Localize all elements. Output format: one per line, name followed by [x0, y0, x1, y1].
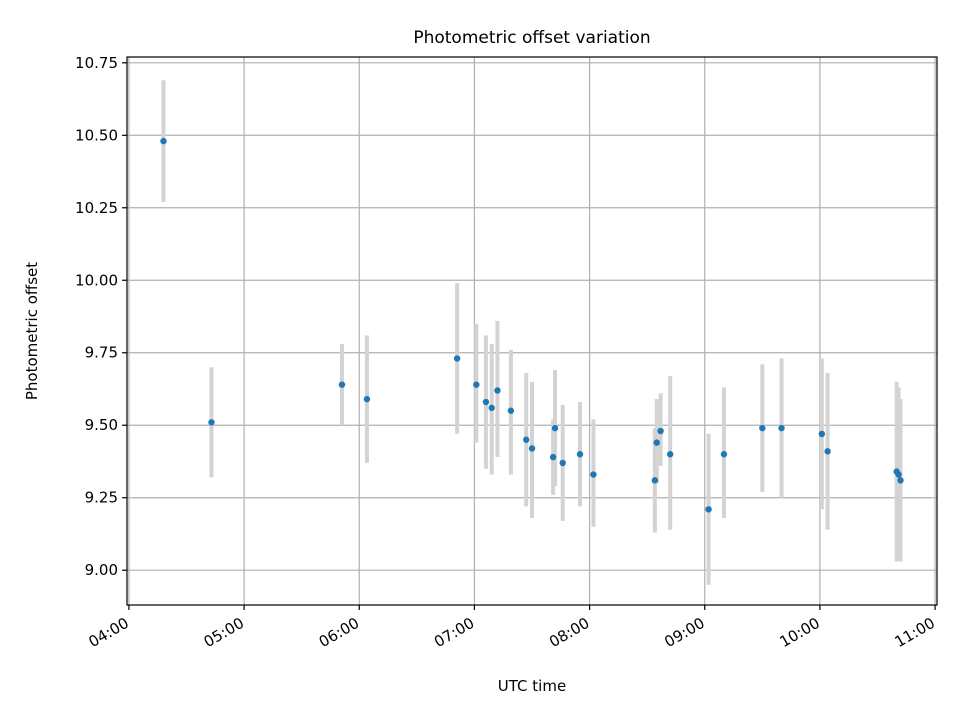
x-axis-label: UTC time	[498, 677, 566, 695]
data-points	[160, 137, 904, 513]
chart-title: Photometric offset variation	[413, 28, 650, 48]
data-point	[576, 451, 584, 458]
data-point	[523, 436, 530, 443]
data-point	[824, 448, 831, 455]
plot-area-frame	[126, 56, 938, 606]
data-point	[160, 137, 167, 145]
data-point	[488, 404, 495, 412]
y-tick-label: 9.50	[85, 416, 118, 434]
data-point	[473, 381, 480, 388]
y-tick-label: 10.00	[75, 271, 118, 289]
plot-area-background	[127, 57, 937, 605]
data-point	[705, 506, 712, 513]
data-point	[653, 439, 660, 446]
data-point	[759, 424, 766, 432]
y-tick-label: 9.25	[85, 489, 118, 507]
data-point	[720, 451, 728, 458]
data-point	[778, 424, 785, 432]
data-point	[657, 427, 664, 435]
data-point	[559, 459, 566, 467]
data-point	[651, 477, 659, 484]
data-point	[528, 445, 536, 452]
data-point	[551, 424, 559, 432]
y-tick-label: 10.75	[75, 54, 118, 72]
y-tick-label: 10.25	[75, 199, 118, 217]
y-tick-label: 10.50	[75, 126, 118, 144]
data-point	[507, 407, 515, 414]
y-tick-label: 9.75	[85, 344, 118, 362]
data-point	[818, 430, 826, 438]
y-axis-label: Photometric offset	[23, 262, 41, 400]
data-point	[666, 451, 674, 458]
data-point	[482, 398, 490, 406]
data-point	[590, 471, 597, 478]
data-point	[363, 395, 371, 403]
data-point	[208, 419, 215, 426]
data-point	[895, 471, 902, 478]
data-point	[897, 477, 904, 484]
data-point	[494, 387, 501, 394]
y-tick-label: 9.00	[85, 561, 118, 579]
data-point	[549, 453, 557, 461]
data-point	[338, 381, 346, 388]
data-point	[453, 355, 461, 362]
